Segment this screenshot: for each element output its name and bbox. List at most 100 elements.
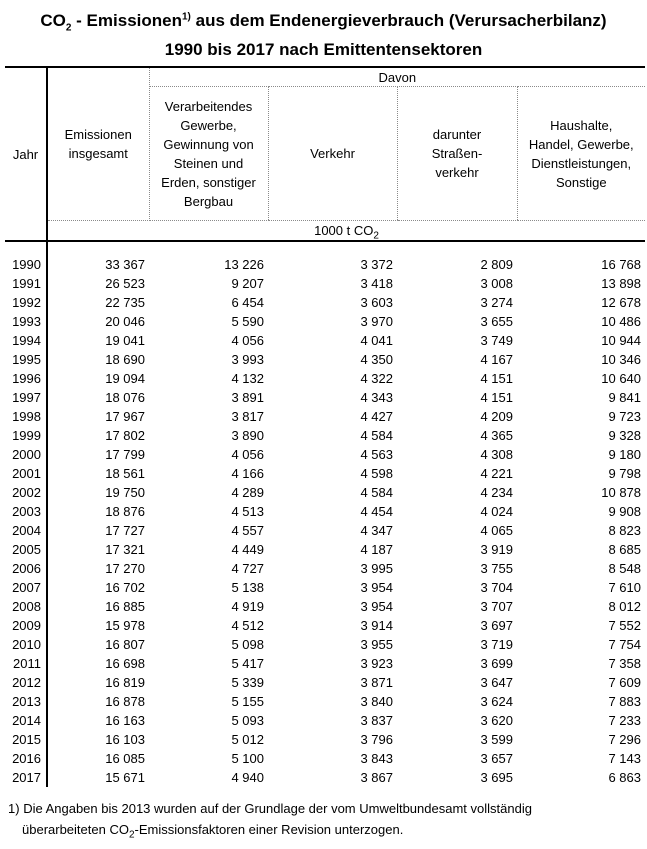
cell-households: 10 346 [601,352,642,367]
cell-year: 2006 [5,559,48,578]
table-row: 2007 16 702 5 138 3 954 3 704 7 610 [5,578,645,597]
column-header-households: Haushalte, Handel, Gewerbe, Dienstleistu… [516,86,646,221]
cell-households: 8 012 [608,599,642,614]
cell-total-emissions: 16 807 [105,637,145,652]
cell-total-emissions: 17 802 [105,428,145,443]
cell-total-emissions: 18 076 [105,390,145,405]
cell-industry: 5 012 [231,732,264,747]
cell-households: 9 908 [608,504,642,519]
cell-road-transport: 3 755 [480,561,513,576]
table-row: 2014 16 163 5 093 3 837 3 620 7 233 [5,711,645,730]
cell-road-transport: 3 719 [480,637,513,652]
cell-transport: 3 840 [360,694,393,709]
cell-year: 2014 [5,711,48,730]
column-header-transport: Verkehr [267,86,397,221]
cell-households: 7 143 [608,751,642,766]
table-row: 1995 18 690 3 993 4 350 4 167 10 346 [5,350,645,369]
cell-year: 2004 [5,521,48,540]
cell-households: 9 328 [608,428,642,443]
cell-transport: 4 563 [360,447,393,462]
cell-road-transport: 4 065 [480,523,513,538]
column-header-jahr: Jahr [5,66,48,242]
cell-transport: 4 187 [360,542,393,557]
cell-households: 9 723 [608,409,642,424]
table-row: 1990 33 367 13 226 3 372 2 809 16 768 [5,241,645,274]
cell-transport: 3 843 [360,751,393,766]
cell-road-transport: 3 699 [480,656,513,671]
table-row: 2009 15 978 4 512 3 914 3 697 7 552 [5,616,645,635]
cell-households: 9 180 [608,447,642,462]
cell-industry: 5 100 [231,751,264,766]
cell-year: 2007 [5,578,48,597]
cell-transport: 4 343 [360,390,393,405]
cell-road-transport: 4 024 [480,504,513,519]
cell-transport: 3 970 [360,314,393,329]
cell-households: 10 944 [601,333,642,348]
table-row: 2006 17 270 4 727 3 995 3 755 8 548 [5,559,645,578]
cell-transport: 3 867 [360,770,393,785]
cell-road-transport: 3 919 [480,542,513,557]
table-row: 2012 16 819 5 339 3 871 3 647 7 609 [5,673,645,692]
cell-road-transport: 4 234 [480,485,513,500]
table-row: 1996 19 094 4 132 4 322 4 151 10 640 [5,369,645,388]
cell-industry: 4 289 [231,485,264,500]
cell-industry: 5 155 [231,694,264,709]
cell-industry: 4 166 [231,466,264,481]
cell-year: 2016 [5,749,48,768]
cell-road-transport: 3 647 [480,675,513,690]
cell-households: 9 798 [608,466,642,481]
cell-road-transport: 3 749 [480,333,513,348]
cell-industry: 5 138 [231,580,264,595]
table-row: 2011 16 698 5 417 3 923 3 699 7 358 [5,654,645,673]
cell-road-transport: 4 151 [480,390,513,405]
cell-year: 1998 [5,407,48,426]
table-row: 2003 18 876 4 513 4 454 4 024 9 908 [5,502,645,521]
cell-year: 2001 [5,464,48,483]
cell-total-emissions: 19 094 [105,371,145,386]
cell-road-transport: 3 657 [480,751,513,766]
cell-road-transport: 4 209 [480,409,513,424]
cell-total-emissions: 20 046 [105,314,145,329]
cell-industry: 4 727 [231,561,264,576]
cell-households: 9 841 [608,390,642,405]
cell-industry: 3 890 [231,428,264,443]
table-body: 1990 33 367 13 226 3 372 2 809 16 768 19… [5,241,645,787]
cell-transport: 3 995 [360,561,393,576]
cell-transport: 4 454 [360,504,393,519]
cell-total-emissions: 17 799 [105,447,145,462]
table-row: 1991 26 523 9 207 3 418 3 008 13 898 [5,274,645,293]
cell-transport: 4 350 [360,352,393,367]
table-row: 2010 16 807 5 098 3 955 3 719 7 754 [5,635,645,654]
table-row: 2002 19 750 4 289 4 584 4 234 10 878 [5,483,645,502]
title-part2: - Emissionen [71,11,182,30]
cell-total-emissions: 19 750 [105,485,145,500]
title-part3: aus dem Endenergieverbrauch (Verursacher… [190,11,607,30]
unit-label: 1000 t CO [314,223,374,238]
cell-industry: 5 590 [231,314,264,329]
cell-road-transport: 3 695 [480,770,513,785]
cell-year: 1992 [5,293,48,312]
cell-total-emissions: 17 321 [105,542,145,557]
cell-road-transport: 3 274 [480,295,513,310]
cell-year: 2017 [5,768,48,787]
cell-industry: 4 919 [231,599,264,614]
table-row: 1998 17 967 3 817 4 427 4 209 9 723 [5,407,645,426]
table-row: 1992 22 735 6 454 3 603 3 274 12 678 [5,293,645,312]
cell-road-transport: 3 697 [480,618,513,633]
table-row: 2013 16 878 5 155 3 840 3 624 7 883 [5,692,645,711]
footnote-marker: 1) [8,801,20,816]
cell-households: 7 358 [608,656,642,671]
cell-transport: 4 584 [360,485,393,500]
unit-row: 1000 t CO2 [47,220,646,242]
cell-total-emissions: 18 561 [105,466,145,481]
cell-transport: 3 955 [360,637,393,652]
cell-industry: 5 098 [231,637,264,652]
cell-year: 1993 [5,312,48,331]
cell-industry: 6 454 [231,295,264,310]
title-co: CO [40,11,66,30]
cell-year: 1997 [5,388,48,407]
cell-industry: 3 891 [231,390,264,405]
footnote-co-subscript: 2 [128,829,135,841]
emissions-table: Jahr Emissionen insgesamt Davon Verarbei… [5,66,646,787]
